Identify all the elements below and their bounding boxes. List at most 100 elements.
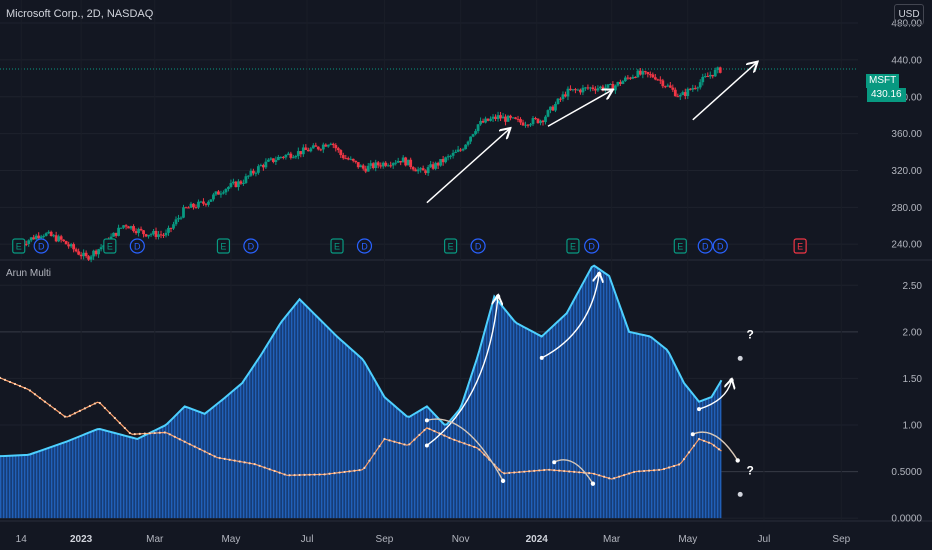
badge-label: D xyxy=(361,242,368,252)
indicator-pane[interactable] xyxy=(0,264,723,519)
candle-body xyxy=(666,85,670,87)
candle-body xyxy=(276,156,280,161)
candle-body xyxy=(237,181,240,188)
orange-line-dot xyxy=(363,466,366,469)
candle-body xyxy=(174,219,178,225)
earnings-badge xyxy=(793,238,807,254)
orange-line-dot xyxy=(608,477,611,480)
candle-body xyxy=(451,152,455,156)
candle-body xyxy=(459,149,463,151)
candle-body xyxy=(594,89,597,91)
candle-body xyxy=(172,224,175,229)
candle-body xyxy=(366,165,370,172)
candle-body xyxy=(426,167,430,174)
candle-body xyxy=(326,144,330,147)
candle-body xyxy=(169,227,173,229)
candle-body xyxy=(409,159,413,168)
candle-body xyxy=(212,194,215,200)
candle-body xyxy=(369,163,373,166)
candle-body xyxy=(117,227,120,236)
candle-body xyxy=(122,225,125,228)
candle-body xyxy=(159,234,163,236)
candle-body xyxy=(189,203,193,208)
orange-line-dot xyxy=(458,440,461,443)
orange-line-dot xyxy=(73,412,76,415)
candle-body xyxy=(696,87,700,89)
orange-line-dot xyxy=(533,469,536,472)
candle-body xyxy=(564,94,567,97)
candle-body xyxy=(279,156,283,158)
candle-body xyxy=(681,92,685,96)
candle-body xyxy=(284,154,288,158)
badge-label: D xyxy=(717,242,724,252)
candle-body xyxy=(202,201,205,204)
orange-line-dot xyxy=(278,471,281,474)
orange-line-dot xyxy=(687,451,691,454)
candle-body xyxy=(232,181,235,184)
orange-line-dot xyxy=(503,472,506,475)
orange-line-dot xyxy=(353,469,356,472)
candle-body xyxy=(546,110,550,117)
orange-line-dot xyxy=(13,382,17,386)
candle-body xyxy=(581,87,585,93)
candle-body xyxy=(129,226,133,229)
candle-body xyxy=(266,159,270,162)
orange-line-dot xyxy=(647,469,651,472)
orange-line-dot xyxy=(633,470,636,474)
orange-line-dot xyxy=(168,433,171,436)
candle-body xyxy=(574,89,577,91)
orange-line-dot xyxy=(348,470,351,473)
candle-body xyxy=(92,250,96,257)
indicator-title[interactable]: Arun Multi xyxy=(6,268,52,279)
candle-body xyxy=(678,95,682,97)
candle-body xyxy=(636,70,640,78)
orange-line-dot xyxy=(553,469,556,472)
candle-body xyxy=(329,143,333,145)
candle-body xyxy=(199,201,203,203)
symbol-title[interactable]: Microsoft Corp., 2D, NASDAQ xyxy=(6,8,154,20)
candle-body xyxy=(511,117,515,119)
orange-line-dot xyxy=(23,386,27,390)
orange-line-dot xyxy=(253,463,256,466)
candle-body xyxy=(264,161,268,168)
candle-body xyxy=(309,148,313,152)
badge-label: D xyxy=(38,242,45,252)
orange-line-dot xyxy=(8,380,12,384)
candle-body xyxy=(207,201,210,205)
orange-line-dot xyxy=(568,470,571,473)
candle-body xyxy=(514,117,517,119)
candle-body xyxy=(456,149,460,152)
orange-line-dot xyxy=(218,456,221,460)
candle-body xyxy=(167,227,170,233)
badge-label: D xyxy=(475,242,482,252)
currency-button[interactable]: USD xyxy=(894,4,924,25)
candle-body xyxy=(142,230,145,235)
orange-line-dot xyxy=(453,438,456,441)
orange-line-dot xyxy=(418,433,421,436)
candle-body xyxy=(269,158,273,160)
candle-body xyxy=(414,169,418,172)
candle-body xyxy=(404,157,408,166)
orange-line-dot xyxy=(158,431,161,434)
candle-body xyxy=(381,162,385,167)
badge-label: E xyxy=(797,242,803,252)
orange-line-dot xyxy=(273,469,276,473)
orange-line-dot xyxy=(383,437,386,441)
orange-line-dot xyxy=(193,445,196,448)
candle-body xyxy=(444,157,448,163)
badge-label: E xyxy=(448,242,454,252)
earnings-badge xyxy=(12,238,26,254)
earnings-badge xyxy=(330,238,344,254)
orange-line-dot xyxy=(558,469,561,472)
orange-line-dot xyxy=(0,376,2,379)
candle-body xyxy=(561,94,565,99)
candle-body xyxy=(49,231,53,236)
question-mark: ? xyxy=(747,463,754,477)
price-pane[interactable] xyxy=(19,66,722,263)
badge-label: E xyxy=(220,242,226,252)
badge-label: D xyxy=(248,242,255,252)
candle-body xyxy=(234,181,238,188)
orange-line-dot xyxy=(548,468,551,471)
candle-body xyxy=(521,122,525,126)
